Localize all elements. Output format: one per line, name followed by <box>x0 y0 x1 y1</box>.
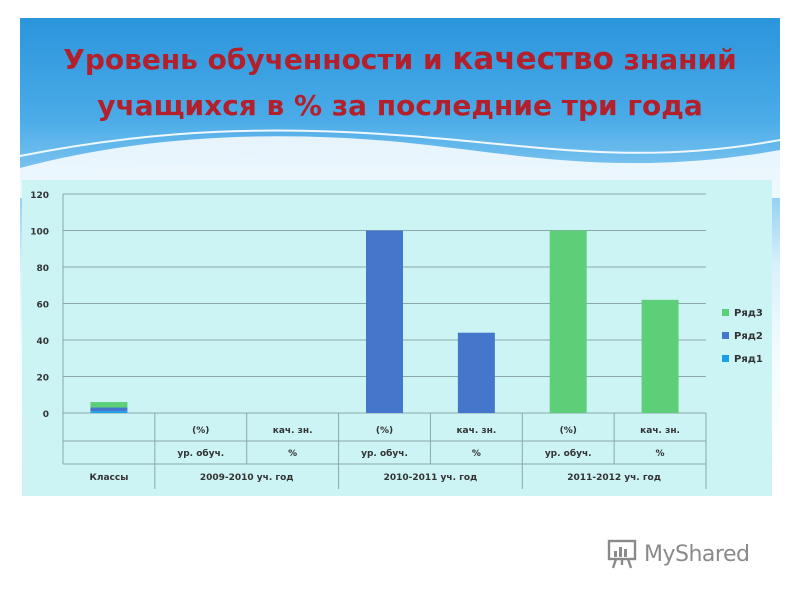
x-tick-label: кач. зн. <box>273 426 313 436</box>
x-tick-label: % <box>472 449 481 459</box>
bar-Ряд2 <box>457 332 495 413</box>
title-line-1: Уровень обученности и качество знаний <box>60 36 740 83</box>
legend-label: Ряд3 <box>734 308 763 319</box>
x-tick-label: ур. обуч. <box>361 448 408 459</box>
y-tick-label: 80 <box>36 264 49 274</box>
y-tick-label: 40 <box>36 337 49 347</box>
x-group-label: 2011-2012 уч. год <box>567 473 661 483</box>
chart-panel: 0 20 40 60 80 100 120 Классы 2009-2010 уч. год 20… <box>22 180 772 496</box>
y-tick-label: 60 <box>36 301 49 311</box>
slide-title: Уровень обученности и качество знаний уч… <box>60 36 740 129</box>
bar-Ряд1 <box>90 411 128 413</box>
y-tick-label: 0 <box>43 410 49 420</box>
legend-swatch <box>722 332 729 339</box>
x-tick-label: (%) <box>560 426 577 436</box>
legend-swatch <box>722 355 729 362</box>
y-tick-label: 100 <box>30 228 49 238</box>
bar-Ряд3 <box>641 299 679 413</box>
legend-swatch <box>722 309 729 316</box>
watermark-text: MyShared <box>644 541 750 567</box>
title-part-1: Уровень обученности и <box>63 43 453 76</box>
y-tick-label: 20 <box>36 374 49 384</box>
y-tick-label: 120 <box>30 191 49 201</box>
slide: Уровень обученности и качество знаний уч… <box>20 18 780 578</box>
x-tick-label: (%) <box>192 426 209 436</box>
x-group-label: 2010-2011 уч. год <box>384 473 478 483</box>
x-tick-label: ур. обуч. <box>177 448 224 459</box>
legend-label: Ряд1 <box>734 354 763 365</box>
x-group-label: 2009-2010 уч. год <box>200 473 294 483</box>
bar-Ряд2 <box>366 230 403 413</box>
x-tick-label: % <box>656 449 665 459</box>
watermark: MyShared <box>606 536 750 572</box>
bar-Ряд3 <box>549 230 587 413</box>
bar-Ряд3 <box>90 402 128 408</box>
presentation-board-icon <box>607 539 637 569</box>
x-tick-label: % <box>288 449 297 459</box>
title-line-2: учащихся в % за последние три года <box>97 89 703 122</box>
x-group-label: Классы <box>90 473 129 483</box>
legend-label: Ряд2 <box>734 331 763 342</box>
x-tick-label: кач. зн. <box>640 426 680 436</box>
x-tick-label: (%) <box>376 426 393 436</box>
bar-chart: 0 20 40 60 80 100 120 Классы 2009-2010 уч. год 20… <box>30 191 763 489</box>
x-tick-label: кач. зн. <box>456 426 496 436</box>
title-part-3: знаний <box>613 43 737 76</box>
bar-Ряд2 <box>90 407 128 412</box>
x-tick-label: ур. обуч. <box>545 448 592 459</box>
title-part-2: качество <box>452 41 614 77</box>
